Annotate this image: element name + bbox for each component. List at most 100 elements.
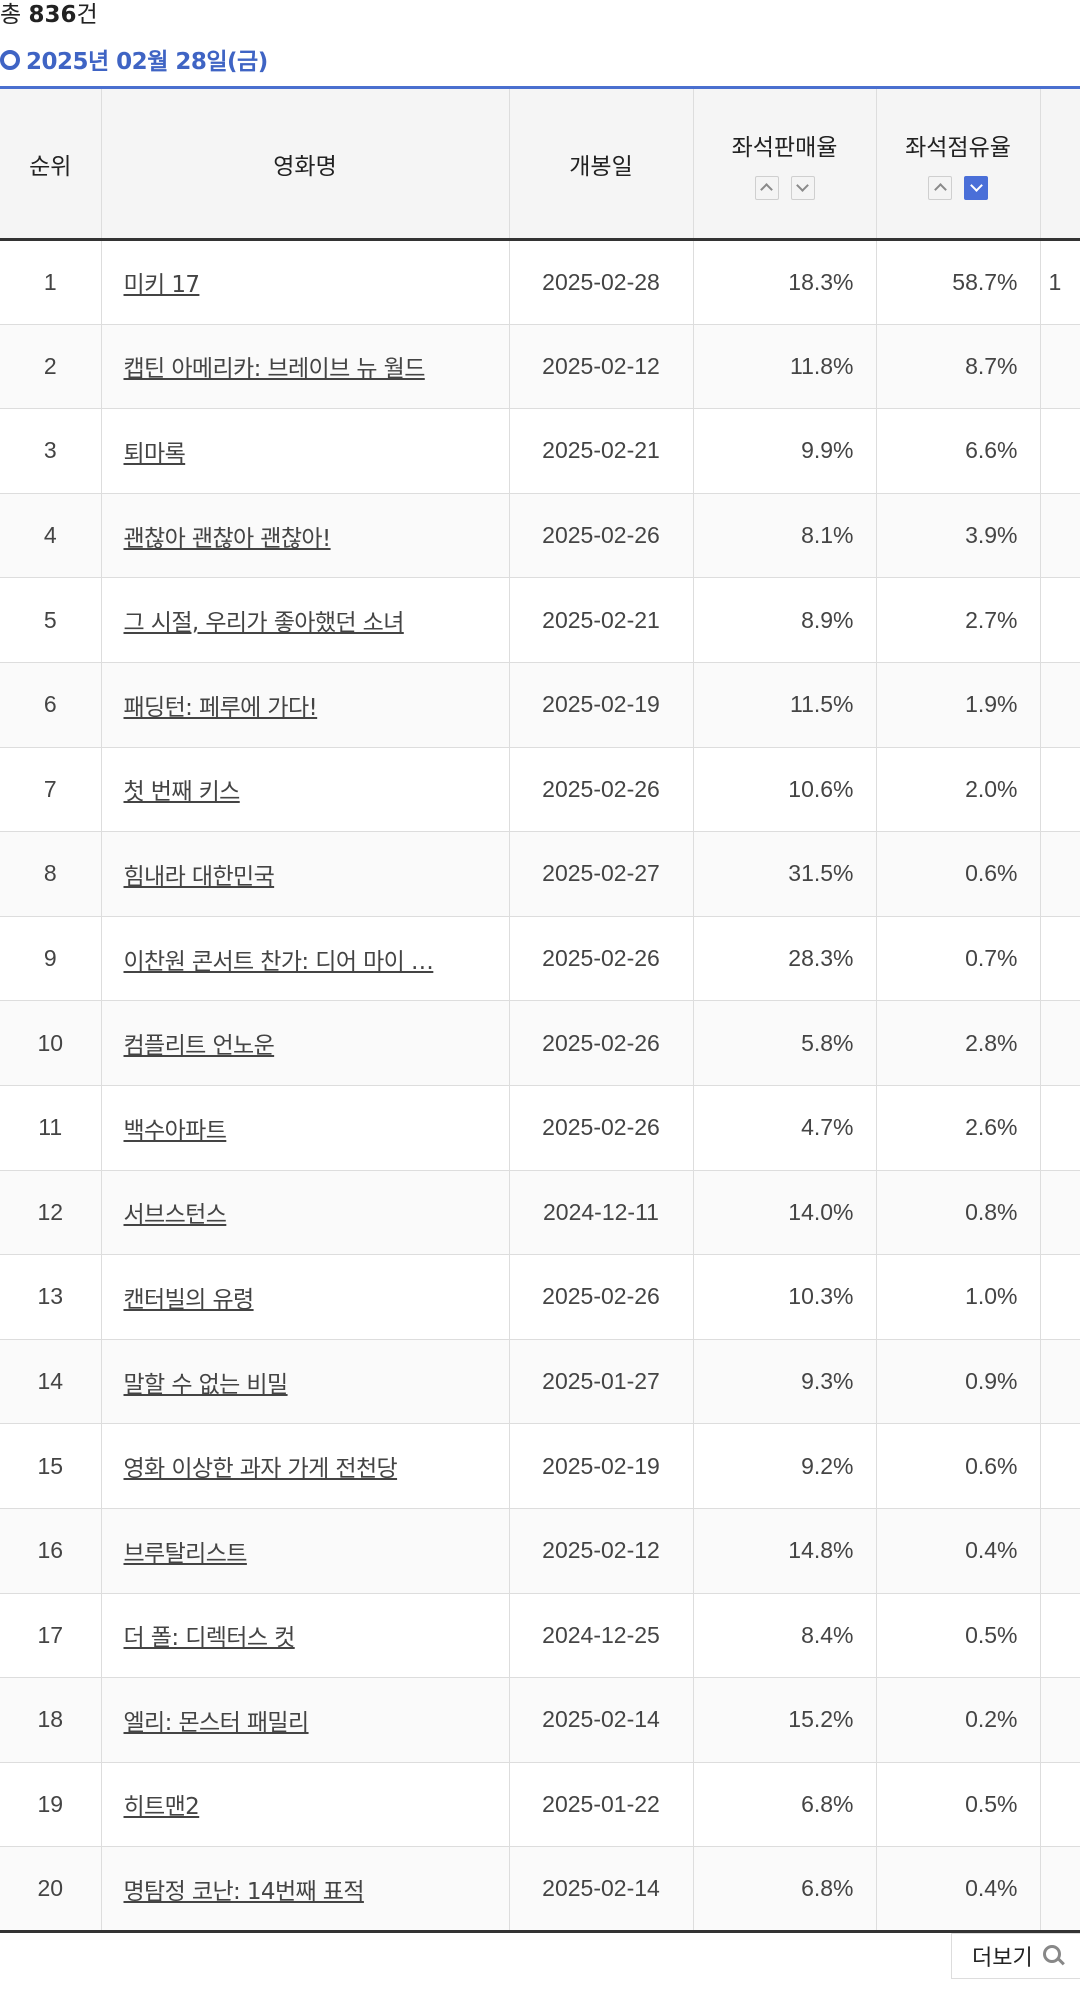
table-row: 14 말할 수 없는 비밀 2025-01-27 9.3% 0.9%: [0, 1339, 1080, 1425]
date-heading: 2025년 02월 28일(금): [0, 46, 268, 78]
movie-title-link[interactable]: 이찬원 콘서트 찬가: 디어 마이 …: [123, 948, 434, 975]
box-office-table-wrapper: 순위 영화명 개봉일 좌석판매율 좌석점유율: [0, 86, 1080, 1933]
seat-sales-rate-cell: 9.2%: [692, 1423, 876, 1509]
seat-sales-rate-cell: 10.3%: [692, 1254, 876, 1340]
open-date-cell: 2025-02-14: [508, 1677, 693, 1763]
table-row: 12 서브스턴스 2024-12-11 14.0% 0.8%: [0, 1170, 1080, 1256]
movie-title-link[interactable]: 괜찮아 괜찮아 괜찮아!: [123, 525, 332, 552]
movie-title-link[interactable]: 백수아파트: [123, 1117, 227, 1144]
title-cell: 더 폴: 디렉터스 컷: [100, 1593, 509, 1679]
next-column-cell: [1039, 1000, 1080, 1086]
rank-cell: 13: [0, 1254, 101, 1340]
seat-sales-rate-cell: 14.0%: [692, 1170, 876, 1256]
movie-title-link[interactable]: 힘내라 대한민국: [123, 863, 275, 890]
title-cell: 캔터빌의 유령: [100, 1254, 509, 1340]
table-row: 18 엘리: 몬스터 패밀리 2025-02-14 15.2% 0.2%: [0, 1677, 1080, 1763]
table-row: 20 명탐정 코난: 14번째 표적 2025-02-14 6.8% 0.4%: [0, 1846, 1080, 1933]
movie-title-link[interactable]: 캔터빌의 유령: [123, 1286, 255, 1313]
title-cell: 브루탈리스트: [100, 1508, 509, 1594]
movie-title-link[interactable]: 퇴마록: [123, 440, 186, 467]
seat-share-rate-cell: 0.9%: [875, 1339, 1040, 1425]
seat-share-rate-cell: 0.2%: [875, 1677, 1040, 1763]
title-cell: 서브스턴스: [100, 1170, 509, 1256]
header-title: 영화명: [100, 86, 509, 241]
movie-title-link[interactable]: 브루탈리스트: [123, 1540, 248, 1567]
total-number: 836: [28, 2, 77, 28]
movie-title-link[interactable]: 영화 이상한 과자 가게 전천당: [123, 1456, 398, 1483]
more-button-label: 더보기: [972, 1946, 1033, 1971]
header-seat-share-rate: 좌석점유율: [875, 86, 1040, 241]
rank-cell: 8: [0, 831, 101, 917]
seat-sales-rate-cell: 31.5%: [692, 831, 876, 917]
table-row: 4 괜찮아 괜찮아 괜찮아! 2025-02-26 8.1% 3.9%: [0, 493, 1080, 579]
seat-sales-rate-cell: 11.5%: [692, 662, 876, 748]
movie-title-link[interactable]: 그 시절, 우리가 좋아했던 소녀: [123, 610, 405, 637]
seat-sales-rate-cell: 8.1%: [692, 493, 876, 579]
search-icon: [1042, 1945, 1065, 1967]
open-date-cell: 2025-02-21: [508, 408, 693, 494]
seat-sales-rate-cell: 10.6%: [692, 747, 876, 833]
header-seat-sales-label: 좌석판매율: [731, 134, 838, 161]
open-date-cell: 2025-02-12: [508, 1508, 693, 1594]
table-row: 7 첫 번째 키스 2025-02-26 10.6% 2.0%: [0, 747, 1080, 833]
table-row: 5 그 시절, 우리가 좋아했던 소녀 2025-02-21 8.9% 2.7%: [0, 577, 1080, 663]
table-header-row: 순위 영화명 개봉일 좌석판매율 좌석점유율: [0, 86, 1080, 241]
open-date-cell: 2025-02-28: [508, 239, 693, 325]
rank-cell: 17: [0, 1593, 101, 1679]
table-row: 16 브루탈리스트 2025-02-12 14.8% 0.4%: [0, 1508, 1080, 1594]
chevron-down-icon: [796, 179, 809, 192]
movie-title-link[interactable]: 패딩턴: 페루에 가다!: [123, 694, 318, 721]
title-cell: 미키 17: [100, 239, 509, 325]
seat-share-rate-cell: 2.6%: [875, 1085, 1040, 1171]
open-date-cell: 2025-02-26: [508, 1085, 693, 1171]
seat-share-rate-cell: 2.8%: [875, 1000, 1040, 1086]
header-seat-sales-rate: 좌석판매율: [692, 86, 876, 241]
table-row: 19 히트맨2 2025-01-22 6.8% 0.5%: [0, 1762, 1080, 1848]
movie-title-link[interactable]: 첫 번째 키스: [123, 779, 241, 806]
sort-asc-button[interactable]: [928, 175, 952, 200]
open-date-cell: 2025-02-26: [508, 747, 693, 833]
circle-bullet-icon: [0, 50, 20, 70]
open-date-cell: 2025-02-26: [508, 1000, 693, 1086]
seat-sales-rate-cell: 9.9%: [692, 408, 876, 494]
table-row: 8 힘내라 대한민국 2025-02-27 31.5% 0.6%: [0, 831, 1080, 917]
title-cell: 컴플리트 언노운: [100, 1000, 509, 1086]
seat-sales-rate-cell: 14.8%: [692, 1508, 876, 1594]
movie-title-link[interactable]: 컴플리트 언노운: [123, 1033, 275, 1060]
movie-title-link[interactable]: 히트맨2: [123, 1794, 200, 1821]
seat-share-rate-cell: 0.7%: [875, 916, 1040, 1002]
seat-sales-rate-cell: 4.7%: [692, 1085, 876, 1171]
seat-sales-rate-cell: 8.9%: [692, 577, 876, 663]
next-column-cell: [1039, 1677, 1080, 1763]
movie-title-link[interactable]: 명탐정 코난: 14번째 표적: [123, 1878, 365, 1905]
more-button[interactable]: 더보기: [951, 1933, 1080, 1979]
movie-title-link[interactable]: 말할 수 없는 비밀: [123, 1371, 289, 1398]
open-date-cell: 2025-02-19: [508, 1423, 693, 1509]
seat-sales-rate-cell: 11.8%: [692, 324, 876, 410]
title-cell: 퇴마록: [100, 408, 509, 494]
sort-desc-button-active[interactable]: [964, 175, 988, 200]
sort-desc-button[interactable]: [790, 175, 815, 200]
open-date-cell: 2025-02-12: [508, 324, 693, 410]
movie-title-link[interactable]: 서브스턴스: [123, 1202, 227, 1229]
header-seat-share-label: 좌석점유율: [905, 134, 1011, 161]
movie-title-link[interactable]: 캡틴 아메리카: 브레이브 뉴 월드: [123, 356, 426, 383]
rank-cell: 19: [0, 1762, 101, 1848]
box-office-table: 순위 영화명 개봉일 좌석판매율 좌석점유율: [0, 86, 1080, 1933]
sort-asc-button[interactable]: [754, 175, 779, 200]
movie-title-link[interactable]: 더 폴: 디렉터스 컷: [123, 1625, 296, 1652]
seat-share-rate-cell: 8.7%: [875, 324, 1040, 410]
next-column-cell: [1039, 577, 1080, 663]
movie-title-link[interactable]: 미키 17: [123, 272, 201, 299]
seat-share-rate-cell: 1.9%: [875, 662, 1040, 748]
seat-share-rate-cell: 0.8%: [875, 1170, 1040, 1256]
seat-share-rate-cell: 0.4%: [875, 1508, 1040, 1594]
next-column-cell: 1: [1039, 239, 1080, 325]
next-column-cell: [1039, 916, 1080, 1002]
movie-title-link[interactable]: 엘리: 몬스터 패밀리: [123, 1709, 310, 1736]
seat-share-rate-cell: 58.7%: [875, 239, 1040, 325]
rank-cell: 20: [0, 1846, 101, 1933]
title-cell: 괜찮아 괜찮아 괜찮아!: [100, 493, 509, 579]
open-date-cell: 2025-01-22: [508, 1762, 693, 1848]
seat-sales-sort-controls: [694, 175, 876, 200]
